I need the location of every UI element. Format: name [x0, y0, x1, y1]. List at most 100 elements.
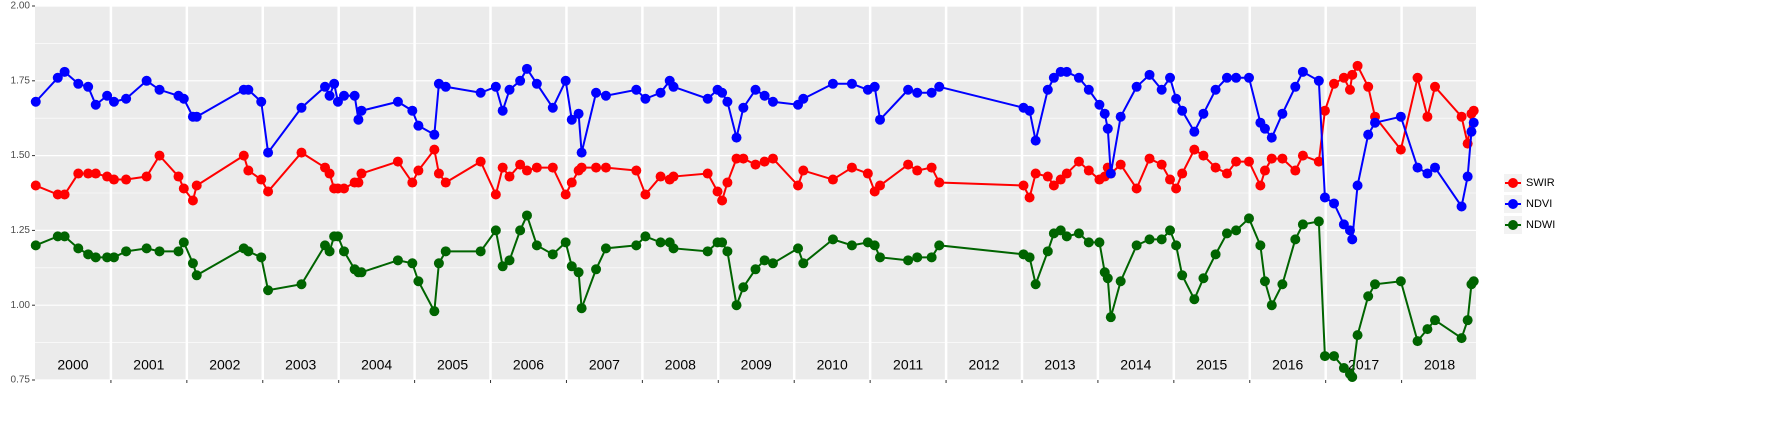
point — [90, 168, 101, 179]
point — [869, 240, 880, 251]
point — [926, 162, 937, 173]
point — [413, 276, 424, 287]
point — [1099, 108, 1110, 119]
point — [1422, 111, 1433, 122]
point — [1115, 276, 1126, 287]
point — [475, 87, 486, 98]
point — [1115, 111, 1126, 122]
point — [73, 168, 84, 179]
year-label: 2005 — [437, 357, 468, 373]
y-tick-label: 1.25 — [11, 225, 31, 236]
point — [73, 243, 84, 254]
point — [490, 189, 501, 200]
point — [1221, 72, 1232, 83]
point — [141, 243, 152, 254]
point — [324, 246, 335, 257]
legend-label: NDWI — [1526, 219, 1555, 231]
point — [475, 156, 486, 167]
point — [440, 246, 451, 257]
point — [1048, 180, 1059, 191]
point — [600, 243, 611, 254]
point — [1131, 240, 1142, 251]
point — [668, 81, 679, 92]
point — [1329, 198, 1340, 209]
point — [1297, 219, 1308, 230]
point — [573, 267, 584, 278]
point — [1319, 105, 1330, 116]
point — [793, 180, 804, 191]
point — [1259, 165, 1270, 176]
point — [875, 180, 886, 191]
point — [1462, 315, 1473, 326]
point — [1198, 273, 1209, 284]
point — [1313, 156, 1324, 167]
point — [429, 144, 440, 155]
point — [1243, 72, 1254, 83]
point — [121, 174, 132, 185]
point — [1073, 156, 1084, 167]
point — [504, 255, 515, 266]
point — [407, 258, 418, 269]
point — [187, 195, 198, 206]
point — [440, 177, 451, 188]
point — [187, 258, 198, 269]
point — [353, 177, 364, 188]
point — [903, 255, 914, 266]
point — [178, 93, 189, 104]
point — [356, 267, 367, 278]
point — [121, 246, 132, 257]
point — [256, 96, 267, 107]
point — [1255, 240, 1266, 251]
point — [1105, 168, 1116, 179]
point — [1189, 126, 1200, 137]
point — [154, 246, 165, 257]
point — [655, 237, 666, 248]
point — [722, 246, 733, 257]
point — [1462, 171, 1473, 182]
point — [731, 132, 742, 143]
point — [1412, 162, 1423, 173]
point — [1210, 84, 1221, 95]
point — [1018, 180, 1029, 191]
point — [1165, 225, 1176, 236]
point — [722, 96, 733, 107]
point — [1073, 228, 1084, 239]
point — [238, 150, 249, 161]
point — [1165, 174, 1176, 185]
point — [1430, 162, 1441, 173]
point — [121, 93, 132, 104]
point — [547, 249, 558, 260]
point — [243, 165, 254, 176]
point — [926, 87, 937, 98]
point — [1210, 249, 1221, 260]
point — [1347, 69, 1358, 80]
point — [767, 153, 778, 164]
year-label: 2012 — [968, 357, 999, 373]
point — [1259, 276, 1270, 287]
point — [702, 93, 713, 104]
point — [547, 162, 558, 173]
point — [1042, 84, 1053, 95]
point — [1395, 144, 1406, 155]
point — [1231, 72, 1242, 83]
point — [490, 81, 501, 92]
year-label: 2017 — [1348, 357, 1379, 373]
point — [1198, 150, 1209, 161]
point — [515, 225, 526, 236]
point — [1456, 201, 1467, 212]
point — [600, 90, 611, 101]
point — [1189, 294, 1200, 305]
point — [1422, 324, 1433, 335]
point — [1468, 117, 1479, 128]
y-tick-label: 1.00 — [11, 300, 31, 311]
point — [591, 162, 602, 173]
point — [296, 279, 307, 290]
legend-point — [1508, 220, 1518, 230]
point — [52, 189, 63, 200]
point — [1344, 84, 1355, 95]
point — [1363, 81, 1374, 92]
point — [560, 237, 571, 248]
point — [1221, 228, 1232, 239]
point — [1456, 333, 1467, 344]
point — [433, 168, 444, 179]
